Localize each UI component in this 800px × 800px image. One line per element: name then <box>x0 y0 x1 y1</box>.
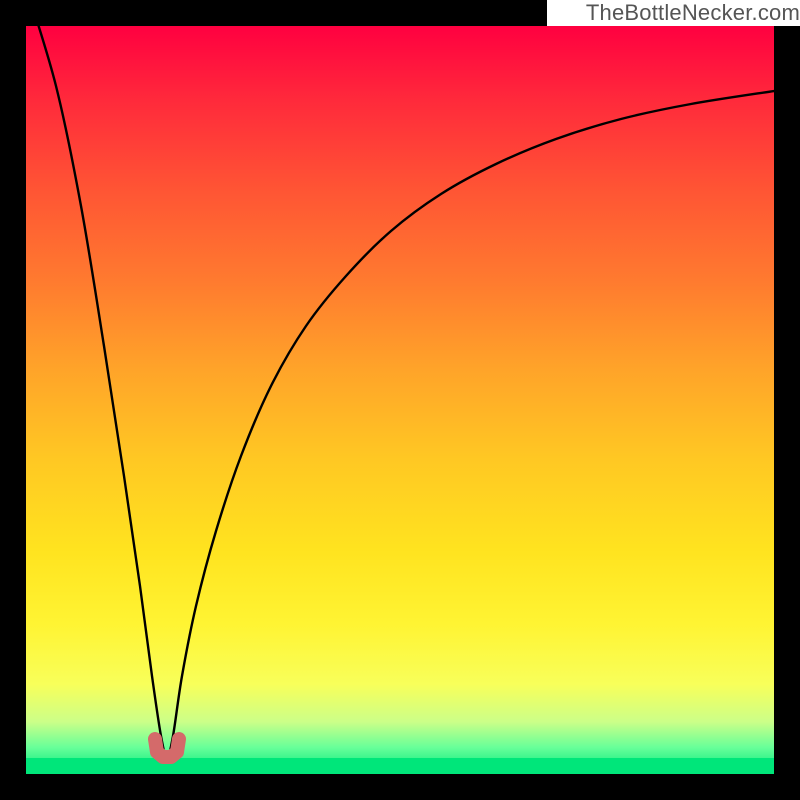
bottleneck-curve <box>26 26 774 774</box>
outer-frame: TheBottleNecker.com <box>0 0 800 800</box>
bottleneck-line <box>26 26 774 758</box>
watermark-label: TheBottleNecker.com <box>547 0 800 26</box>
plot-area <box>26 26 774 774</box>
notch-marker <box>155 739 179 757</box>
baseline-strip <box>26 758 774 774</box>
